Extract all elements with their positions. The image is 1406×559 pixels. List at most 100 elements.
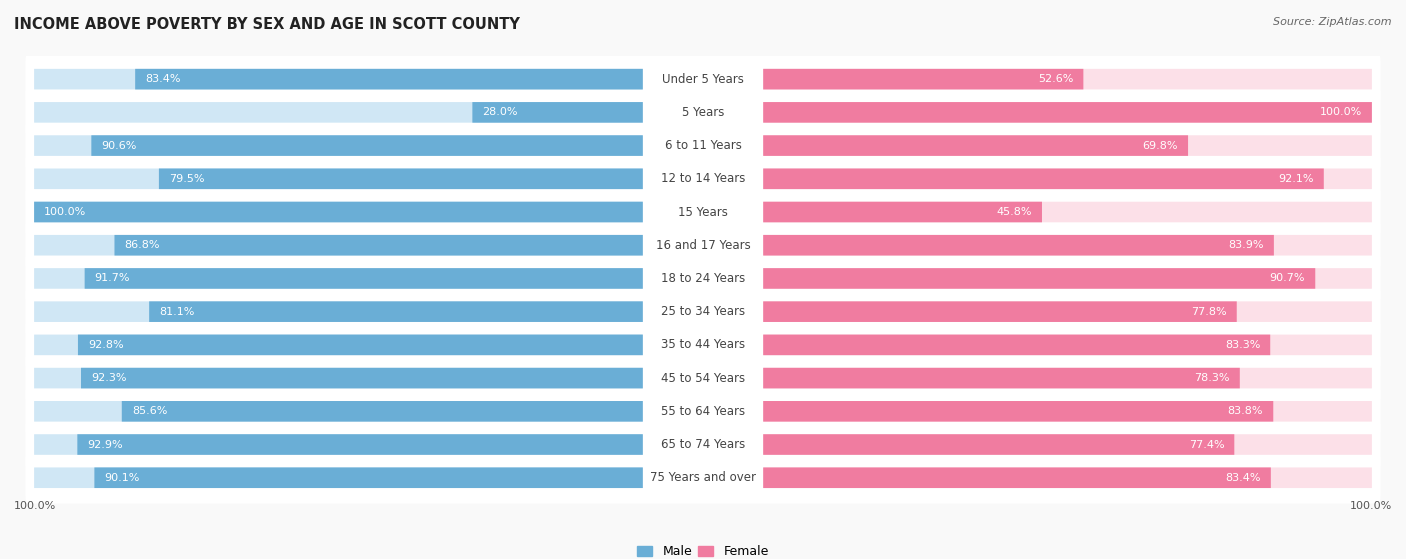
Text: 92.9%: 92.9%: [87, 439, 122, 449]
FancyBboxPatch shape: [25, 87, 1381, 138]
FancyBboxPatch shape: [34, 401, 643, 421]
Text: 45.8%: 45.8%: [997, 207, 1032, 217]
FancyBboxPatch shape: [34, 202, 643, 222]
Text: 25 to 34 Years: 25 to 34 Years: [661, 305, 745, 318]
Text: 100.0%: 100.0%: [1320, 107, 1362, 117]
FancyBboxPatch shape: [763, 102, 1372, 122]
Text: 83.4%: 83.4%: [1225, 473, 1261, 483]
FancyBboxPatch shape: [34, 102, 643, 122]
FancyBboxPatch shape: [763, 102, 1372, 122]
FancyBboxPatch shape: [763, 135, 1188, 156]
Text: 16 and 17 Years: 16 and 17 Years: [655, 239, 751, 252]
FancyBboxPatch shape: [34, 301, 643, 322]
FancyBboxPatch shape: [34, 168, 643, 189]
Text: 90.6%: 90.6%: [101, 140, 136, 150]
Text: 77.8%: 77.8%: [1191, 307, 1226, 316]
FancyBboxPatch shape: [77, 434, 643, 455]
FancyBboxPatch shape: [763, 368, 1372, 389]
Text: 83.9%: 83.9%: [1229, 240, 1264, 250]
FancyBboxPatch shape: [25, 153, 1381, 205]
FancyBboxPatch shape: [25, 385, 1381, 437]
FancyBboxPatch shape: [763, 401, 1274, 421]
Text: 90.7%: 90.7%: [1270, 273, 1305, 283]
FancyBboxPatch shape: [25, 120, 1381, 172]
FancyBboxPatch shape: [77, 335, 643, 355]
Text: 77.4%: 77.4%: [1188, 439, 1225, 449]
Text: 18 to 24 Years: 18 to 24 Years: [661, 272, 745, 285]
FancyBboxPatch shape: [34, 69, 643, 89]
Text: 6 to 11 Years: 6 to 11 Years: [665, 139, 741, 152]
FancyBboxPatch shape: [34, 202, 643, 222]
FancyBboxPatch shape: [763, 335, 1270, 355]
FancyBboxPatch shape: [763, 368, 1240, 389]
FancyBboxPatch shape: [763, 202, 1042, 222]
FancyBboxPatch shape: [763, 168, 1372, 189]
Text: Under 5 Years: Under 5 Years: [662, 73, 744, 86]
FancyBboxPatch shape: [122, 401, 643, 421]
Text: 5 Years: 5 Years: [682, 106, 724, 119]
FancyBboxPatch shape: [25, 419, 1381, 471]
Legend: Male, Female: Male, Female: [633, 540, 773, 559]
FancyBboxPatch shape: [135, 69, 643, 89]
Text: 79.5%: 79.5%: [169, 174, 204, 184]
Text: 75 Years and over: 75 Years and over: [650, 471, 756, 484]
FancyBboxPatch shape: [763, 467, 1372, 488]
FancyBboxPatch shape: [763, 467, 1271, 488]
FancyBboxPatch shape: [34, 268, 643, 289]
FancyBboxPatch shape: [34, 335, 643, 355]
Text: 35 to 44 Years: 35 to 44 Years: [661, 338, 745, 352]
FancyBboxPatch shape: [91, 135, 643, 156]
FancyBboxPatch shape: [763, 301, 1372, 322]
Text: 52.6%: 52.6%: [1038, 74, 1073, 84]
FancyBboxPatch shape: [763, 301, 1237, 322]
FancyBboxPatch shape: [25, 253, 1381, 304]
FancyBboxPatch shape: [25, 286, 1381, 338]
Text: 45 to 54 Years: 45 to 54 Years: [661, 372, 745, 385]
Text: 65 to 74 Years: 65 to 74 Years: [661, 438, 745, 451]
FancyBboxPatch shape: [763, 434, 1234, 455]
FancyBboxPatch shape: [25, 319, 1381, 371]
FancyBboxPatch shape: [34, 434, 643, 455]
FancyBboxPatch shape: [763, 401, 1372, 421]
FancyBboxPatch shape: [763, 434, 1372, 455]
Text: 69.8%: 69.8%: [1143, 140, 1178, 150]
Text: 90.1%: 90.1%: [104, 473, 139, 483]
Text: 92.8%: 92.8%: [89, 340, 124, 350]
FancyBboxPatch shape: [763, 268, 1372, 289]
Text: Source: ZipAtlas.com: Source: ZipAtlas.com: [1274, 17, 1392, 27]
Text: 91.7%: 91.7%: [94, 273, 131, 283]
Text: 100.0%: 100.0%: [14, 501, 56, 511]
FancyBboxPatch shape: [34, 368, 643, 389]
FancyBboxPatch shape: [763, 235, 1372, 255]
FancyBboxPatch shape: [84, 268, 643, 289]
FancyBboxPatch shape: [763, 268, 1315, 289]
FancyBboxPatch shape: [763, 168, 1324, 189]
FancyBboxPatch shape: [34, 467, 643, 488]
FancyBboxPatch shape: [34, 235, 643, 255]
Text: 92.1%: 92.1%: [1278, 174, 1313, 184]
FancyBboxPatch shape: [94, 467, 643, 488]
FancyBboxPatch shape: [25, 219, 1381, 271]
Text: 15 Years: 15 Years: [678, 206, 728, 219]
FancyBboxPatch shape: [763, 69, 1084, 89]
Text: 81.1%: 81.1%: [159, 307, 194, 316]
FancyBboxPatch shape: [159, 168, 643, 189]
Text: 92.3%: 92.3%: [91, 373, 127, 383]
FancyBboxPatch shape: [763, 69, 1372, 89]
FancyBboxPatch shape: [34, 135, 643, 156]
Text: 12 to 14 Years: 12 to 14 Years: [661, 172, 745, 185]
FancyBboxPatch shape: [25, 352, 1381, 404]
Text: 55 to 64 Years: 55 to 64 Years: [661, 405, 745, 418]
FancyBboxPatch shape: [763, 235, 1274, 255]
Text: 86.8%: 86.8%: [125, 240, 160, 250]
FancyBboxPatch shape: [763, 202, 1372, 222]
FancyBboxPatch shape: [82, 368, 643, 389]
Text: 100.0%: 100.0%: [1350, 501, 1392, 511]
FancyBboxPatch shape: [114, 235, 643, 255]
Text: 83.4%: 83.4%: [145, 74, 181, 84]
FancyBboxPatch shape: [25, 186, 1381, 238]
Text: 100.0%: 100.0%: [44, 207, 86, 217]
FancyBboxPatch shape: [763, 335, 1372, 355]
Text: 78.3%: 78.3%: [1194, 373, 1230, 383]
FancyBboxPatch shape: [472, 102, 643, 122]
